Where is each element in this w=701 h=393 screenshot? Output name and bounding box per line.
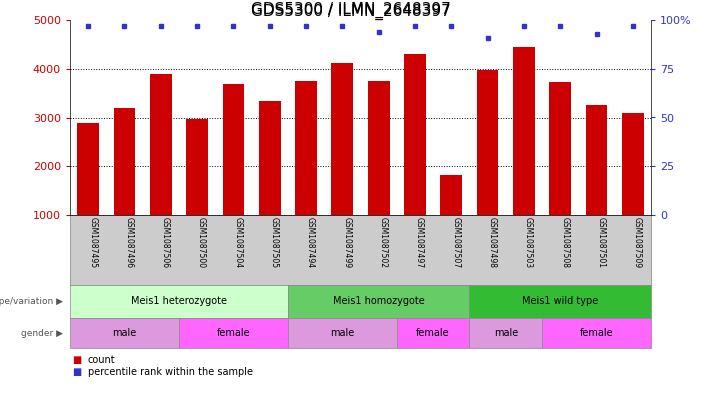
Text: percentile rank within the sample: percentile rank within the sample: [88, 367, 252, 376]
Text: ■: ■: [72, 367, 81, 376]
Text: Meis1 homozygote: Meis1 homozygote: [333, 296, 425, 307]
Text: genotype/variation ▶: genotype/variation ▶: [0, 297, 63, 306]
Text: GSM1087495: GSM1087495: [88, 217, 97, 268]
Text: Meis1 heterozygote: Meis1 heterozygote: [131, 296, 227, 307]
Text: GSM1087508: GSM1087508: [560, 217, 569, 268]
Bar: [259, 101, 280, 215]
Text: male: male: [330, 328, 355, 338]
Text: GSM1087494: GSM1087494: [306, 217, 315, 268]
Text: Meis1 wild type: Meis1 wild type: [522, 296, 599, 307]
Bar: [186, 119, 208, 215]
Text: male: male: [494, 328, 518, 338]
Bar: [404, 54, 426, 215]
Text: gender ▶: gender ▶: [21, 329, 63, 338]
Text: GSM1087501: GSM1087501: [597, 217, 606, 268]
Text: GSM1087507: GSM1087507: [451, 217, 461, 268]
Text: GSM1087497: GSM1087497: [415, 217, 424, 268]
Text: GSM1087509: GSM1087509: [633, 217, 642, 268]
Bar: [622, 113, 644, 215]
Bar: [550, 83, 571, 215]
Text: female: female: [217, 328, 250, 338]
Text: GSM1087498: GSM1087498: [488, 217, 496, 268]
Text: male: male: [112, 328, 137, 338]
Text: GSM1087500: GSM1087500: [197, 217, 206, 268]
Text: GSM1087506: GSM1087506: [161, 217, 170, 268]
Bar: [332, 63, 353, 215]
Bar: [77, 123, 99, 215]
Text: female: female: [416, 328, 450, 338]
Bar: [295, 81, 317, 215]
Bar: [440, 175, 462, 215]
Bar: [222, 84, 245, 215]
Bar: [150, 73, 172, 215]
Text: GSM1087503: GSM1087503: [524, 217, 533, 268]
Text: GDS5300 / ILMN_2648397: GDS5300 / ILMN_2648397: [251, 4, 450, 20]
Bar: [114, 108, 135, 215]
Text: GSM1087502: GSM1087502: [379, 217, 388, 268]
Text: GSM1087499: GSM1087499: [342, 217, 351, 268]
Text: GSM1087496: GSM1087496: [125, 217, 133, 268]
Text: GDS5300 / ILMN_2648397: GDS5300 / ILMN_2648397: [251, 2, 450, 18]
Bar: [585, 105, 608, 215]
Text: ■: ■: [72, 355, 81, 365]
Text: female: female: [580, 328, 613, 338]
Text: count: count: [88, 355, 115, 365]
Bar: [513, 47, 535, 215]
Text: GSM1087505: GSM1087505: [270, 217, 279, 268]
Bar: [368, 81, 390, 215]
Text: GSM1087504: GSM1087504: [233, 217, 243, 268]
Bar: [477, 70, 498, 215]
